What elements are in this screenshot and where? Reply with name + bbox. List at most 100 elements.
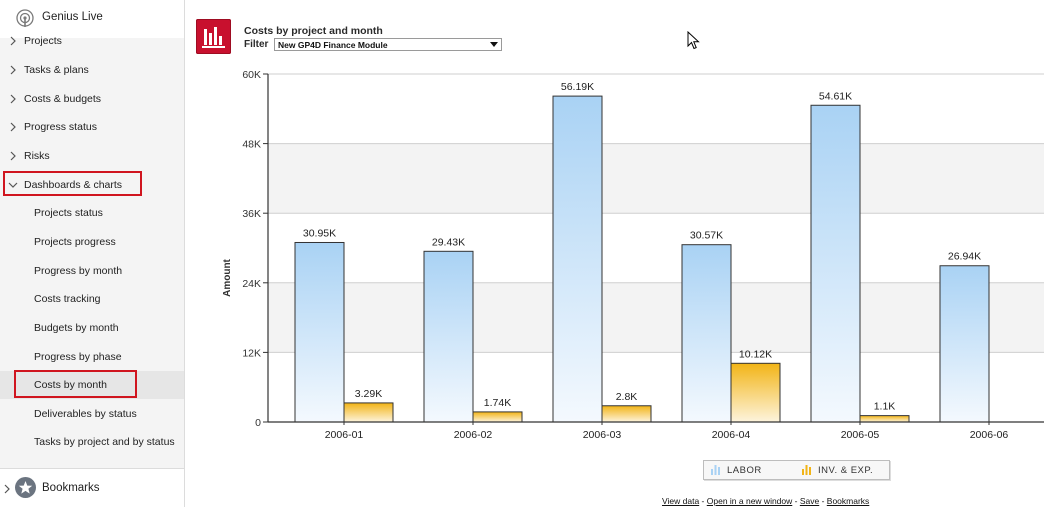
sidebar-item-progress-status[interactable]: Progress status: [0, 113, 184, 141]
sidebar-subitem-label: Deliverables by status: [34, 408, 137, 420]
chevron-right-icon: [10, 36, 16, 46]
bar-chart-icon: [196, 19, 231, 54]
link-separator: -: [792, 496, 800, 506]
y-tick-label: 24K: [242, 278, 261, 290]
dropdown-arrow-icon: [490, 42, 498, 47]
bar-labor: [681, 244, 732, 423]
genius-live-logo-icon: [16, 9, 34, 27]
sidebar-subitem-projects-progress[interactable]: Projects progress: [0, 228, 184, 256]
chevron-down-icon: [8, 182, 18, 188]
data-label: 54.61K: [819, 90, 852, 102]
bar-inv-exp: [343, 402, 394, 423]
x-tick-label: 2006-01: [325, 429, 364, 441]
legend-item-inv-exp: INV. & EXP.: [801, 464, 873, 476]
y-axis-title: Amount: [222, 258, 233, 296]
bookmarks-section[interactable]: Bookmarks: [0, 468, 184, 507]
bar-inv-exp: [601, 405, 652, 423]
x-tick-label: 2006-03: [583, 429, 622, 441]
data-label: 26.94K: [948, 251, 981, 263]
plot-bands: [268, 143, 1044, 353]
bar-inv-exp: [859, 415, 910, 423]
link-separator: -: [699, 496, 707, 506]
link-separator: -: [819, 496, 827, 506]
app-title: Genius Live: [42, 11, 103, 23]
data-label: 29.43K: [432, 236, 465, 248]
chart-legend: LABOR INV. & EXP.: [703, 460, 890, 480]
sidebar-subitem-costs-by-month[interactable]: Costs by month: [0, 371, 184, 399]
sidebar-subitem-deliverables-by-status[interactable]: Deliverables by status: [0, 400, 184, 428]
sidebar-subitem-label: Projects status: [34, 207, 103, 219]
sidebar-item-label: Progress status: [24, 121, 97, 133]
plot-band: [268, 143, 1044, 214]
x-tick-label: 2006-04: [712, 429, 751, 441]
chevron-right-icon: [10, 94, 16, 104]
sidebar-subitem-label: Progress by month: [34, 265, 123, 277]
sidebar-subitem-label: Progress by phase: [34, 351, 122, 363]
sidebar-item-projects[interactable]: Projects: [0, 27, 184, 55]
bar-inv-exp: [730, 362, 781, 423]
view-data-link[interactable]: View data: [662, 496, 700, 506]
bar-chart: 30.95K 3.29K 29.43K 1.74K 56.19K 2.8K 30.57K 10…: [222, 69, 1044, 441]
data-label: 3.29K: [355, 388, 382, 400]
sidebar-subitem-label: Costs by month: [34, 379, 107, 391]
sidebar-subitem-label: Budgets by month: [34, 322, 119, 334]
data-label: 1.74K: [484, 397, 511, 409]
sidebar-subitem-progress-by-phase[interactable]: Progress by phase: [0, 343, 184, 371]
plot-band: [268, 282, 1044, 353]
filter-label: Filter: [244, 39, 269, 50]
sidebar-item-label: Dashboards & charts: [24, 179, 123, 191]
bar-inv-exp: [472, 411, 523, 423]
legend-label: INV. & EXP.: [818, 465, 874, 476]
chevron-right-icon: [4, 484, 10, 494]
data-label: 2.8K: [616, 391, 638, 403]
bar-labor: [294, 241, 345, 423]
filter-select[interactable]: New GP4D Finance Module: [274, 38, 502, 51]
x-tick-label: 2006-02: [454, 429, 493, 441]
app-header: Genius Live: [0, 0, 184, 38]
data-label: 56.19K: [561, 81, 594, 93]
legend-inv-exp-icon: [802, 465, 811, 475]
data-label: 10.12K: [739, 348, 772, 360]
bar-labor: [423, 250, 474, 423]
legend-labor-icon: [711, 465, 720, 475]
data-label: 30.95K: [303, 227, 336, 239]
y-tick-label: 48K: [242, 139, 261, 151]
sidebar-item-label: Risks: [24, 150, 50, 162]
sidebar-item-tasks-plans[interactable]: Tasks & plans: [0, 56, 184, 84]
sidebar-item-label: Tasks & plans: [24, 64, 89, 76]
sidebar-subitem-budgets-by-month[interactable]: Budgets by month: [0, 314, 184, 342]
star-icon: [15, 477, 36, 498]
sidebar-subitem-costs-tracking[interactable]: Costs tracking: [0, 285, 184, 313]
report-links: View data - Open in a new window - Save …: [662, 496, 869, 506]
x-tick-label: 2006-05: [841, 429, 880, 441]
sidebar: Genius Live Projects Tasks & plans Costs…: [0, 0, 185, 507]
main-content: Costs by project and month Filter New GP…: [185, 0, 1044, 507]
legend-item-labor: LABOR: [710, 464, 762, 476]
sidebar-item-costs-budgets[interactable]: Costs & budgets: [0, 85, 184, 113]
gridlines: [268, 73, 1044, 353]
y-tick-label: 36K: [242, 208, 261, 220]
filter-select-value: New GP4D Finance Module: [278, 40, 388, 50]
legend-label: LABOR: [727, 465, 762, 476]
bookmarks-link[interactable]: Bookmarks: [826, 496, 870, 506]
bars: 30.95K 3.29K 29.43K 1.74K 56.19K 2.8K 30.57K 10…: [294, 81, 990, 423]
sidebar-subitem-tasks-by-project-status[interactable]: Tasks by project and by status: [0, 428, 184, 456]
highlight-box: [3, 171, 142, 196]
sidebar-item-risks[interactable]: Risks: [0, 142, 184, 170]
y-tick-label: 0: [255, 417, 261, 429]
chevron-right-icon: [10, 65, 16, 75]
sidebar-item-dashboards-charts[interactable]: Dashboards & charts: [0, 171, 184, 199]
sidebar-subitem-projects-status[interactable]: Projects status: [0, 199, 184, 227]
open-new-window-link[interactable]: Open in a new window: [706, 496, 793, 506]
y-tick-label: 60K: [242, 69, 261, 81]
sidebar-subitem-label: Costs tracking: [34, 293, 101, 305]
x-tick-label: 2006-06: [970, 429, 1009, 441]
save-link[interactable]: Save: [799, 496, 820, 506]
sidebar-item-label: Costs & budgets: [24, 93, 102, 105]
bar-labor: [552, 95, 603, 423]
sidebar-subitem-progress-by-month[interactable]: Progress by month: [0, 257, 184, 285]
data-label: 30.57K: [690, 230, 723, 242]
highlight-box: [14, 370, 137, 398]
sidebar-subitem-label: Projects progress: [34, 236, 116, 248]
mouse-cursor-icon: [687, 31, 700, 50]
